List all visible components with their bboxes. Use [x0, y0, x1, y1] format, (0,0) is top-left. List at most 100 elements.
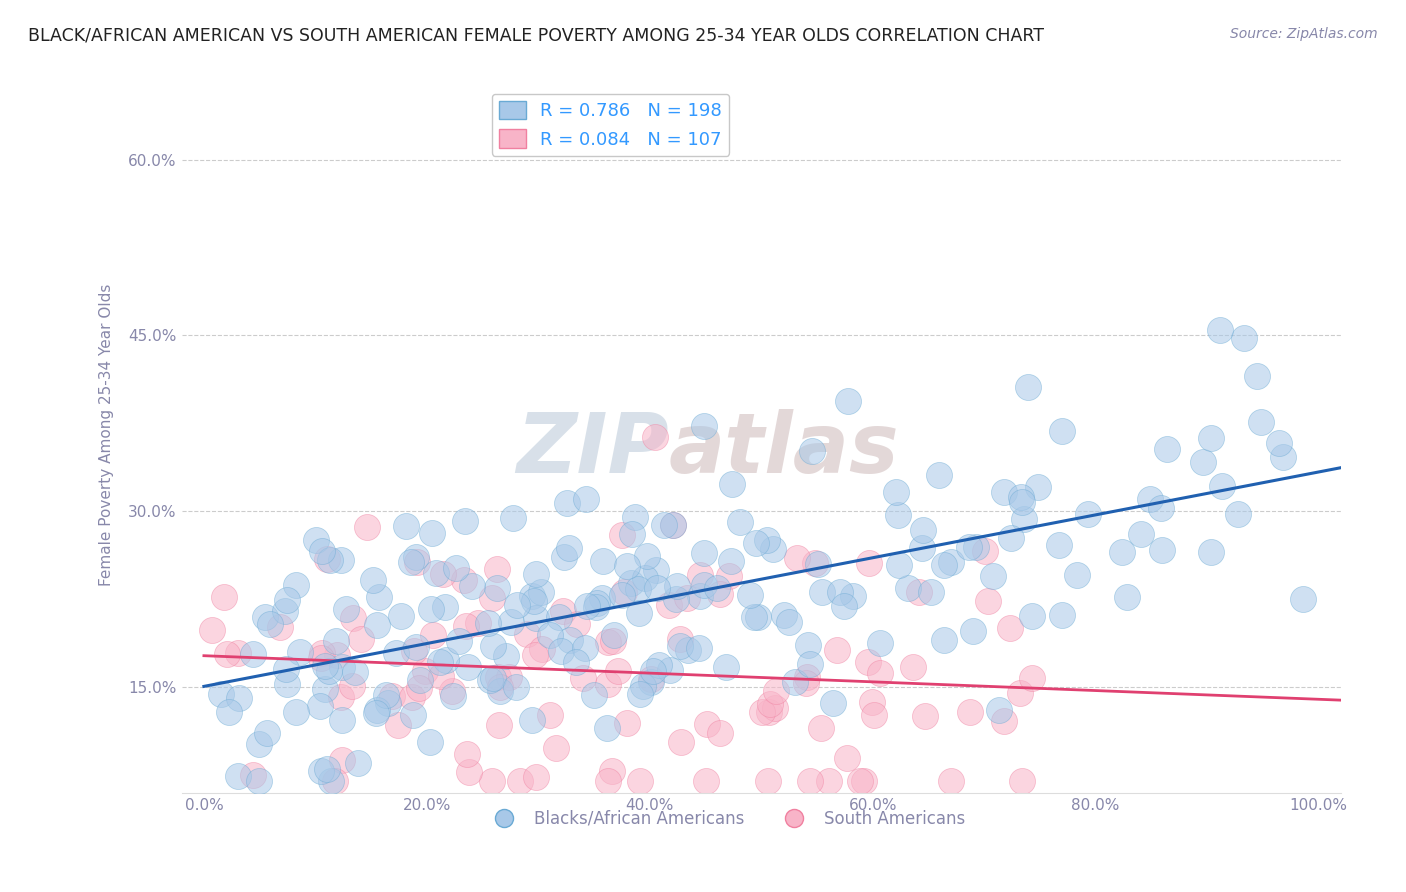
Point	[818, 773, 841, 788]
Point	[828, 584, 851, 599]
Point	[631, 679, 654, 693]
Point	[524, 566, 547, 581]
Point	[596, 635, 619, 649]
Point	[516, 627, 538, 641]
Point	[659, 664, 682, 678]
Point	[419, 602, 441, 616]
Point	[640, 674, 662, 689]
Point	[1026, 480, 1049, 494]
Point	[481, 591, 503, 606]
Point	[387, 718, 409, 732]
Point	[430, 668, 453, 682]
Point	[574, 641, 596, 656]
Point	[858, 656, 880, 670]
Point	[477, 615, 499, 630]
Point	[641, 664, 664, 678]
Point	[1139, 491, 1161, 506]
Point	[911, 541, 934, 555]
Point	[1192, 455, 1215, 469]
Point	[993, 485, 1015, 500]
Point	[404, 644, 426, 658]
Point	[364, 706, 387, 721]
Point	[422, 628, 444, 642]
Point	[962, 624, 984, 638]
Point	[616, 558, 638, 573]
Point	[1129, 526, 1152, 541]
Point	[602, 764, 624, 778]
Point	[524, 648, 547, 663]
Point	[939, 773, 962, 788]
Point	[350, 632, 373, 647]
Point	[440, 684, 463, 698]
Point	[402, 708, 425, 723]
Point	[501, 615, 523, 629]
Point	[1150, 543, 1173, 558]
Point	[602, 633, 624, 648]
Point	[897, 581, 920, 595]
Point	[201, 623, 224, 637]
Point	[434, 653, 457, 667]
Point	[709, 587, 731, 601]
Point	[1116, 590, 1139, 604]
Point	[669, 632, 692, 646]
Point	[799, 773, 821, 788]
Point	[628, 773, 651, 788]
Point	[1066, 568, 1088, 582]
Point	[634, 571, 657, 585]
Point	[794, 676, 817, 690]
Point	[834, 599, 856, 614]
Point	[1077, 507, 1099, 521]
Point	[669, 735, 692, 749]
Point	[247, 773, 270, 788]
Point	[408, 681, 430, 695]
Point	[425, 566, 447, 580]
Point	[524, 770, 547, 784]
Point	[557, 496, 579, 510]
Point	[553, 604, 575, 618]
Point	[226, 769, 249, 783]
Point	[209, 687, 232, 701]
Point	[886, 485, 908, 500]
Point	[488, 680, 510, 694]
Point	[586, 596, 609, 610]
Point	[389, 608, 412, 623]
Point	[758, 706, 780, 720]
Point	[763, 700, 786, 714]
Point	[259, 617, 281, 632]
Point	[550, 644, 572, 658]
Point	[315, 762, 337, 776]
Point	[498, 670, 520, 684]
Point	[284, 577, 307, 591]
Point	[658, 598, 681, 612]
Point	[401, 690, 423, 704]
Point	[744, 535, 766, 549]
Point	[932, 632, 955, 647]
Point	[636, 549, 658, 564]
Point	[661, 518, 683, 533]
Point	[582, 688, 605, 702]
Point	[941, 556, 963, 570]
Y-axis label: Female Poverty Among 25-34 Year Olds: Female Poverty Among 25-34 Year Olds	[100, 284, 114, 586]
Point	[544, 741, 567, 756]
Point	[742, 609, 765, 624]
Point	[623, 509, 645, 524]
Point	[560, 632, 582, 647]
Point	[853, 773, 876, 788]
Point	[799, 657, 821, 671]
Point	[276, 677, 298, 691]
Point	[377, 696, 399, 710]
Point	[1246, 369, 1268, 384]
Point	[612, 588, 634, 602]
Point	[325, 634, 347, 648]
Point	[661, 517, 683, 532]
Point	[405, 640, 427, 654]
Point	[558, 541, 581, 556]
Point	[706, 582, 728, 596]
Point	[242, 768, 264, 782]
Point	[821, 696, 844, 710]
Point	[825, 642, 848, 657]
Point	[928, 468, 950, 483]
Point	[346, 756, 368, 770]
Point	[315, 551, 337, 566]
Point	[308, 698, 330, 713]
